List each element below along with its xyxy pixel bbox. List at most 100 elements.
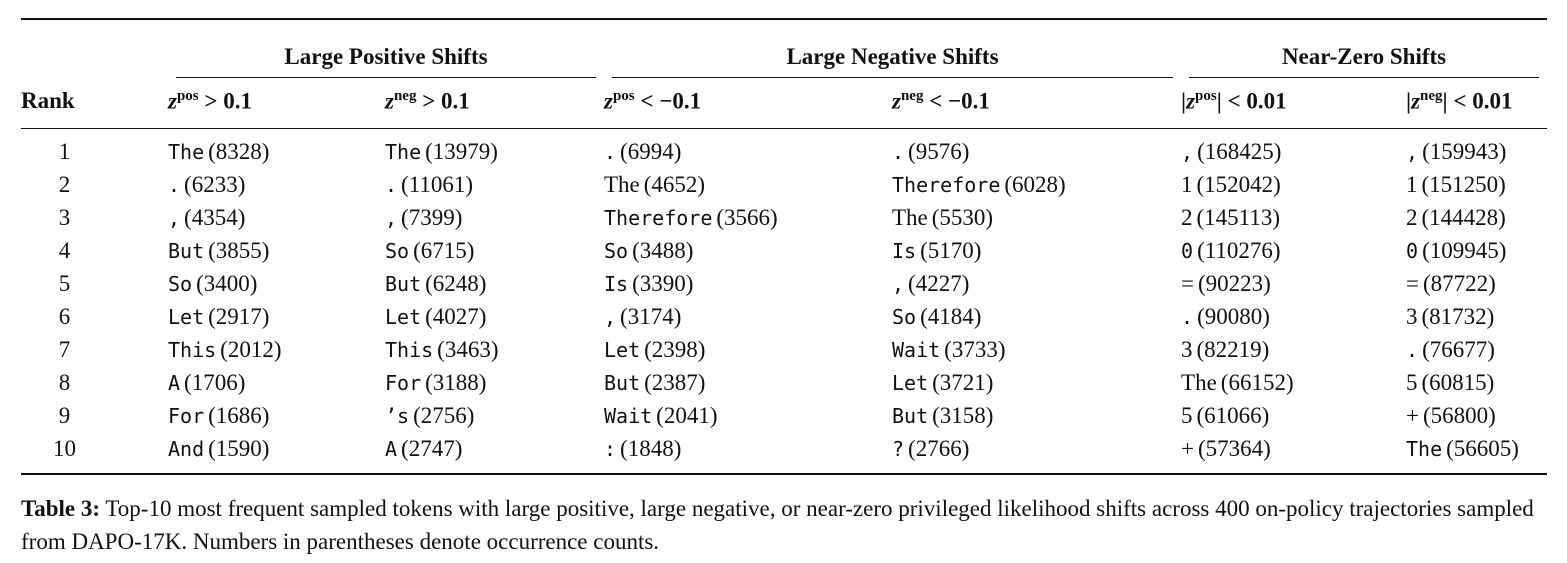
token-cell: 2 (144428) bbox=[1406, 201, 1547, 234]
token-count: (145113) bbox=[1196, 204, 1280, 230]
token-cell: The (4652) bbox=[604, 168, 892, 201]
token-count: (57364) bbox=[1198, 435, 1271, 461]
token-count: (152042) bbox=[1196, 171, 1281, 197]
token-cell: 1 (151250) bbox=[1406, 168, 1547, 201]
rank-cell: 1 bbox=[58, 138, 71, 164]
condition-header: zneg > 0.1 bbox=[385, 87, 470, 114]
cmidrule-positive bbox=[176, 77, 596, 78]
token-cell: . (76677) bbox=[1406, 333, 1547, 366]
token-cell: , (4227) bbox=[892, 267, 1181, 300]
table-caption: Table 3: Top-10 most frequent sampled to… bbox=[21, 492, 1547, 558]
token-cell: Is (3390) bbox=[604, 267, 892, 300]
token-text: Wait bbox=[604, 403, 653, 428]
token-count: (6233) bbox=[184, 171, 246, 197]
token-cell: . (6233) bbox=[168, 168, 385, 201]
token-cell: A (2747) bbox=[385, 432, 604, 474]
token-count: (90223) bbox=[1198, 270, 1271, 296]
token-text: But bbox=[604, 370, 641, 395]
token-count: (5170) bbox=[920, 237, 982, 263]
token-cell: + (56800) bbox=[1406, 399, 1547, 432]
token-cell: So (3400) bbox=[168, 267, 385, 300]
token-count: (56800) bbox=[1423, 402, 1496, 428]
token-count: (87722) bbox=[1423, 270, 1496, 296]
token-count: (2387) bbox=[644, 369, 706, 395]
token-cell: = (87722) bbox=[1406, 267, 1547, 300]
token-count: (3390) bbox=[632, 270, 694, 296]
cmidrule-zero bbox=[1189, 77, 1540, 78]
token-text: 5 bbox=[1406, 369, 1418, 395]
token-cell: The (56605) bbox=[1406, 432, 1547, 474]
token-count: (6028) bbox=[1004, 171, 1066, 197]
token-cell: Therefore (3566) bbox=[604, 201, 892, 234]
group-header-empty bbox=[21, 19, 168, 78]
token-count: (6248) bbox=[425, 270, 487, 296]
token-count: (3488) bbox=[632, 237, 694, 263]
token-text: 3 bbox=[1181, 336, 1193, 362]
table-body: 1 The (8328) The (13979). (6994). (9576), (1684… bbox=[21, 129, 1548, 474]
token-cell: But (3158) bbox=[892, 399, 1181, 432]
condition-header-row: Rank zpos > 0.1 zneg > 0.1 zpos < −0.1 zneg… bbox=[21, 78, 1548, 129]
token-text: Therefore bbox=[604, 205, 713, 230]
rank-cell: 7 bbox=[58, 336, 71, 362]
token-count: (5530) bbox=[931, 204, 994, 230]
token-cell: This (3463) bbox=[385, 333, 604, 366]
rank-cell: 2 bbox=[58, 171, 71, 197]
token-text: So bbox=[168, 271, 193, 296]
token-text: . bbox=[168, 172, 181, 197]
token-text: Is bbox=[892, 238, 917, 263]
token-text: , bbox=[385, 205, 398, 230]
token-count: (3855) bbox=[208, 237, 270, 263]
token-cell: ’s (2756) bbox=[385, 399, 604, 432]
token-text: . bbox=[1406, 337, 1419, 362]
token-text: So bbox=[604, 238, 629, 263]
token-text: The bbox=[168, 139, 205, 164]
token-cell: This (2012) bbox=[168, 333, 385, 366]
rank-cell: 10 bbox=[53, 435, 76, 461]
token-text: This bbox=[385, 337, 434, 362]
token-text: , bbox=[168, 205, 181, 230]
token-text: = bbox=[1406, 270, 1419, 296]
token-count: (1686) bbox=[208, 402, 270, 428]
token-count: (3566) bbox=[716, 204, 778, 230]
token-count: (109945) bbox=[1422, 237, 1507, 263]
token-text: The bbox=[385, 139, 422, 164]
token-text: Is bbox=[604, 271, 629, 296]
condition-header: |zpos| < 0.01 bbox=[1181, 87, 1287, 114]
token-text: , bbox=[892, 271, 905, 296]
token-cell: The (5530) bbox=[892, 201, 1181, 234]
token-text: ? bbox=[892, 436, 905, 461]
token-cell: So (3488) bbox=[604, 234, 892, 267]
results-table-container: Large Positive Shifts Large Negative Shi… bbox=[21, 18, 1548, 475]
token-count: (3158) bbox=[932, 402, 994, 428]
token-cell: For (1686) bbox=[168, 399, 385, 432]
token-count: (3733) bbox=[944, 336, 1006, 362]
token-count: (1590) bbox=[208, 435, 270, 461]
cmidrule-negative bbox=[612, 77, 1174, 78]
token-count: (144428) bbox=[1421, 204, 1506, 230]
token-text: The bbox=[1181, 369, 1217, 395]
token-count: (1848) bbox=[620, 435, 682, 461]
token-text: 2 bbox=[1181, 204, 1193, 230]
token-cell: The (13979) bbox=[385, 129, 604, 169]
token-text: 1 bbox=[1406, 171, 1418, 197]
token-text: But bbox=[892, 403, 929, 428]
condition-header: zneg < −0.1 bbox=[892, 87, 990, 114]
rank-cell: 6 bbox=[58, 303, 71, 329]
group-header-row: Large Positive Shifts Large Negative Shi… bbox=[21, 19, 1548, 78]
token-cell: , (7399) bbox=[385, 201, 604, 234]
token-cell: , (3174) bbox=[604, 300, 892, 333]
token-cell: 0 (110276) bbox=[1181, 234, 1406, 267]
token-text: The bbox=[892, 204, 928, 230]
token-text: . bbox=[1181, 304, 1194, 329]
token-cell: ? (2766) bbox=[892, 432, 1181, 474]
token-count: (9576) bbox=[908, 138, 970, 164]
token-cell: Let (2917) bbox=[168, 300, 385, 333]
rank-cell: 9 bbox=[58, 402, 71, 428]
token-text: 0 bbox=[1406, 238, 1419, 263]
token-count: (90080) bbox=[1197, 303, 1270, 329]
token-cell: . (6994) bbox=[604, 129, 892, 169]
token-cell: , (159943) bbox=[1406, 129, 1547, 169]
table-row: 2. (6233). (11061) The (4652) Therefore (6028)… bbox=[21, 168, 1547, 201]
token-text: But bbox=[385, 271, 422, 296]
token-count: (81732) bbox=[1421, 303, 1495, 329]
